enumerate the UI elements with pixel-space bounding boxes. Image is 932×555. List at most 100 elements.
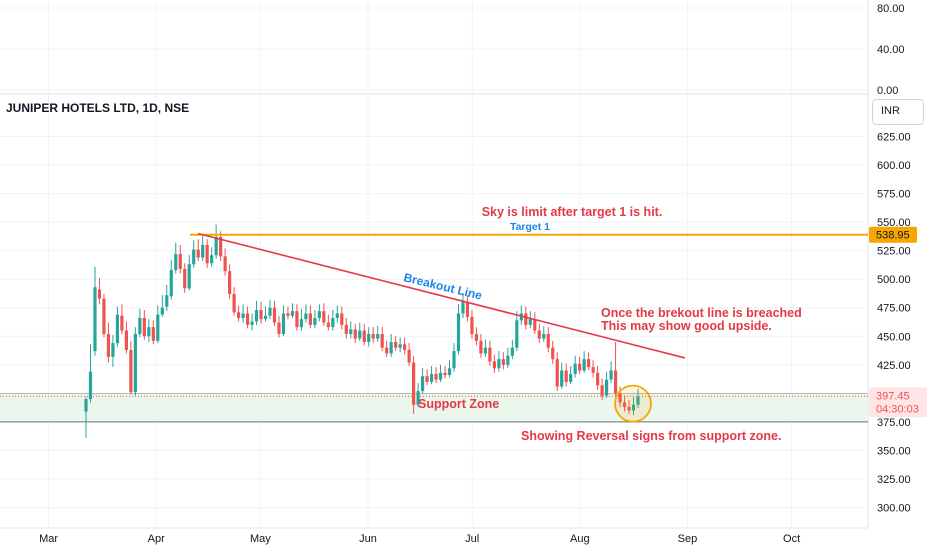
chart-title: JUNIPER HOTELS LTD, 1D, NSE	[6, 101, 190, 115]
candle-body	[102, 298, 106, 334]
time-tick-label: Apr	[148, 533, 165, 545]
time-tick-label: Aug	[570, 533, 590, 545]
candle-body	[138, 318, 142, 334]
candle-body	[281, 313, 286, 334]
breakout-line	[197, 232, 686, 359]
time-tick-label: Oct	[783, 533, 800, 545]
candle-body	[636, 396, 640, 405]
candle-body	[483, 347, 488, 354]
candle-body	[412, 362, 416, 405]
target-price-badge-text: 538.95	[876, 230, 910, 242]
candle-body	[609, 370, 613, 380]
candle-body	[205, 244, 209, 264]
candle-body	[349, 329, 353, 334]
candle-body	[335, 313, 339, 319]
candle-body	[492, 361, 496, 369]
candle-body	[398, 344, 402, 348]
last-price-badge-value: 397.45	[876, 390, 910, 402]
candle-body	[452, 351, 456, 369]
candle-body	[353, 329, 357, 339]
candle-body	[367, 333, 371, 342]
candle-body	[232, 294, 236, 313]
price-tick-label: 500.00	[877, 274, 911, 286]
candle-body	[192, 249, 196, 265]
candle-body	[250, 321, 254, 325]
candle-body	[564, 370, 568, 382]
candle-body	[376, 333, 380, 339]
candle-body	[169, 270, 173, 297]
candle-body	[160, 307, 164, 315]
candle-body	[443, 372, 447, 376]
candle-body	[394, 341, 398, 348]
candle-body	[84, 399, 88, 412]
candle-body	[551, 347, 555, 360]
candle-body	[183, 268, 187, 289]
candle-body	[380, 333, 384, 348]
candle-body	[555, 359, 559, 387]
candle-body	[236, 312, 241, 319]
price-tick-label: 575.00	[877, 189, 911, 201]
candle-body	[286, 313, 290, 316]
candle-body	[196, 249, 200, 258]
candle-body	[223, 256, 227, 272]
price-tick-label: 450.00	[877, 331, 911, 343]
candle-body	[254, 310, 259, 322]
reversal-circle	[614, 384, 652, 423]
currency-selector[interactable]: INR	[872, 99, 924, 125]
time-tick-label: May	[250, 533, 271, 545]
candle-body	[290, 311, 295, 316]
price-tick-label: 600.00	[877, 160, 911, 172]
candle-body	[317, 311, 321, 319]
price-tick-label: 375.00	[877, 417, 911, 429]
candle-body	[326, 322, 330, 328]
candle-body	[510, 347, 514, 356]
sky-limit-note: Sky is limit after target 1 is hit.	[482, 205, 663, 219]
candle-body	[93, 287, 97, 352]
candle-body	[438, 372, 443, 380]
candle-body	[263, 315, 268, 320]
candle-body	[569, 373, 573, 382]
candle-body	[600, 385, 604, 396]
price-tick-label: 475.00	[877, 303, 911, 315]
candle-body	[106, 333, 111, 357]
candle-body	[371, 333, 375, 339]
candle-body	[133, 333, 137, 393]
candle-body	[497, 359, 501, 369]
candle-body	[219, 236, 223, 257]
candle-body	[403, 344, 407, 350]
candle-body	[573, 363, 577, 374]
candle-body	[537, 330, 541, 339]
price-tick-label: 325.00	[877, 474, 911, 486]
candle-body	[358, 330, 362, 339]
candle-body	[111, 343, 115, 357]
price-tick-label: 525.00	[877, 246, 911, 258]
candle-body	[587, 359, 591, 368]
candle-body	[389, 341, 393, 354]
target-1-label: Target 1	[510, 221, 550, 233]
candle-body	[245, 313, 250, 325]
candle-body	[618, 393, 622, 403]
candle-body	[313, 318, 317, 325]
candle-body	[515, 320, 519, 348]
candle-body	[420, 376, 425, 392]
price-tick-label: 350.00	[877, 445, 911, 457]
candle-body	[447, 368, 452, 376]
candle-body	[546, 333, 550, 348]
candle-body	[147, 327, 151, 337]
candle-body	[304, 313, 308, 320]
candle-body	[344, 324, 348, 334]
candle-body	[268, 307, 272, 316]
candle-body	[88, 371, 93, 400]
candle-body	[165, 295, 169, 307]
candle-body	[124, 330, 128, 350]
candle-body	[596, 372, 600, 386]
candle-body	[259, 310, 263, 320]
candle-body	[214, 236, 218, 256]
candle-body	[115, 314, 120, 344]
candle-body	[156, 314, 160, 341]
price-tick-label: 425.00	[877, 360, 911, 372]
candle-body	[299, 319, 304, 328]
price-tick-label: 550.00	[877, 217, 911, 229]
candle-body	[385, 347, 389, 354]
